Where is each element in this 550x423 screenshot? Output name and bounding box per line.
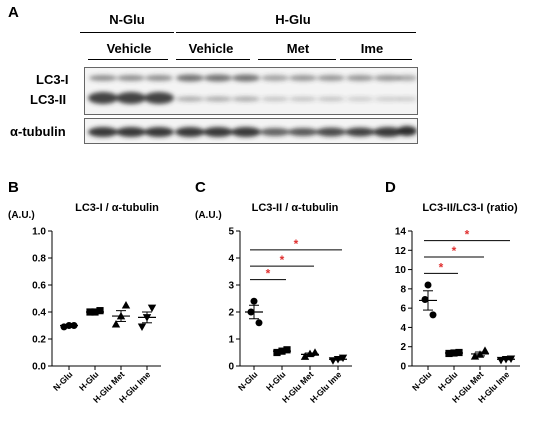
lc3-blot-bands [88,74,417,104]
y-tick-label: 10 [395,265,407,276]
y-tick-label: 2 [228,308,234,319]
data-point [96,307,104,315]
data-point [137,323,147,332]
sub-label-hglu-vehicle: Vehicle [188,41,234,56]
x-tick-label: H-Glu [77,369,100,392]
sub-line-3 [258,59,336,60]
panel-a-letter: A [8,4,19,21]
y-tick-label: 4 [400,323,406,334]
chart-title: LC3-II/LC3-I (ratio) [422,202,518,214]
data-point [424,281,432,289]
y-tick-label: 0.0 [32,362,46,373]
significance-star: * [294,237,299,251]
y-tick-label: 6 [400,304,406,315]
y-tick-label: 1.0 [32,227,46,238]
chart-d: D LC3-II/LC3-I (ratio) 0 2 4 6 8 10 12 14 N-Glu H-G… [385,179,520,405]
significance-star: * [280,253,285,267]
data-point [421,295,429,303]
y-tick-label: 14 [395,227,407,238]
data-point [121,301,131,309]
data-point [273,348,281,357]
panel-letter: B [8,179,19,196]
data-point [147,304,157,313]
panel-letter: C [195,179,206,196]
chart-c: C LC3-II / α-tubulin (A.U.) 0 1 2 3 4 5 N-Glu H-Gl… [195,179,352,405]
x-tick-label: H-Glu [264,369,287,392]
y-tick-label: 0.2 [32,335,46,346]
y-tick-label: 4 [228,254,234,265]
y-tick-label: 0 [400,362,406,373]
lc3-blot [84,67,418,115]
sub-label-ime: Ime [360,41,384,56]
panel-letter: D [385,179,396,196]
y-tick-label: 0.8 [32,254,46,265]
significance-star: * [266,267,271,281]
group-label-nglu: N-Glu [109,12,145,27]
quantification-charts: B LC3-I / α-tubulin (A.U.) 0.0 0.2 0.4 0.6 0.8 1… [8,179,520,405]
y-tick-label: 2 [400,342,406,353]
significance-star: * [452,244,457,258]
y-tick-label: 8 [400,284,406,295]
data-point [111,319,121,328]
unit-label: (A.U.) [8,210,35,221]
chart-b: B LC3-I / α-tubulin (A.U.) 0.0 0.2 0.4 0.6 0.8 1… [8,179,161,405]
x-tick-label: H-Glu [436,369,459,392]
data-point [429,311,437,319]
group-line-hglu [176,32,416,33]
significance-star: * [439,260,444,274]
sub-label-met: Met [286,41,310,56]
data-point [250,297,258,305]
x-tick-label: N-Glu [236,369,259,392]
x-tick-label: N-Glu [410,369,433,392]
sub-label-nglu-vehicle: Vehicle [106,41,152,56]
tubulin-blot [84,118,418,144]
y-tick-label: 12 [395,246,407,257]
row-label-tubulin: α-tubulin [10,124,66,139]
row-label-lc3-i: LC3-I [36,72,69,87]
y-tick-label: 0.6 [32,281,46,292]
group-line-nglu [80,32,174,33]
data-point [283,346,291,354]
chart-title: LC3-II / α-tubulin [252,202,339,214]
sub-line-2 [176,59,250,60]
unit-label: (A.U.) [195,210,222,221]
data-point [480,346,490,354]
sub-line-4 [340,59,412,60]
y-tick-label: 0.4 [32,308,46,319]
group-label-hglu: H-Glu [275,12,311,27]
y-tick-label: 0 [228,362,234,373]
data-point [255,319,263,327]
chart-title: LC3-I / α-tubulin [75,202,159,214]
row-label-lc3-ii: LC3-II [30,92,67,107]
tubulin-blot-bands [88,126,417,137]
y-tick-label: 3 [228,281,234,292]
x-tick-label: N-Glu [51,369,74,392]
y-tick-label: 1 [228,335,234,346]
significance-star: * [465,228,470,242]
y-tick-label: 5 [228,227,234,238]
sub-line-1 [88,59,168,60]
